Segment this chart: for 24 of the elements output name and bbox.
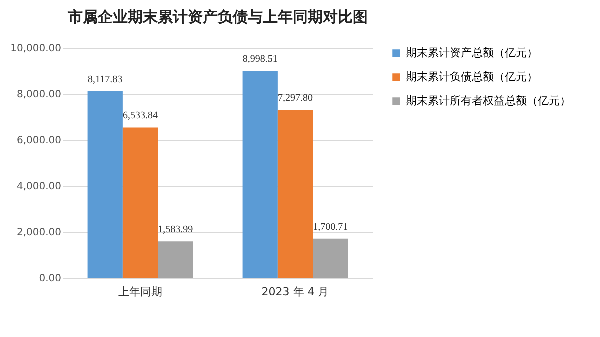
y-tick-label: 6,000.00 — [16, 136, 62, 146]
bar — [242, 71, 278, 278]
bar — [122, 128, 158, 278]
legend-label: 期末累计资产总额（亿元） — [406, 46, 538, 60]
data-label: 1,700.71 — [313, 222, 348, 233]
chart-title: 市属企业期末累计资产负债与上年同期对比图 — [67, 8, 368, 26]
legend-label: 期末累计所有者权益总额（亿元） — [406, 94, 571, 108]
y-tick-label: 0.00 — [39, 274, 62, 284]
data-label: 6,533.84 — [123, 110, 158, 122]
data-label: 1,583.99 — [158, 224, 194, 236]
bar — [278, 110, 314, 278]
x-tick-label: 上年同期 — [118, 286, 162, 298]
data-label: 7,297.80 — [278, 93, 313, 104]
data-label: 8,117.83 — [88, 74, 123, 86]
data-label: 8,998.51 — [242, 54, 278, 66]
y-tick-label: 4,000.00 — [16, 182, 62, 192]
x-tick-label: 2023 年 4 月 — [262, 286, 330, 298]
y-tick-label: 8,000.00 — [16, 90, 62, 100]
bar — [88, 91, 123, 278]
y-tick-label: 2,000.00 — [16, 228, 62, 238]
y-tick-label: 10,000.00 — [10, 44, 62, 54]
legend-label: 期末累计负债总额（亿元） — [406, 70, 538, 84]
bar — [158, 242, 194, 278]
bar — [313, 238, 348, 278]
